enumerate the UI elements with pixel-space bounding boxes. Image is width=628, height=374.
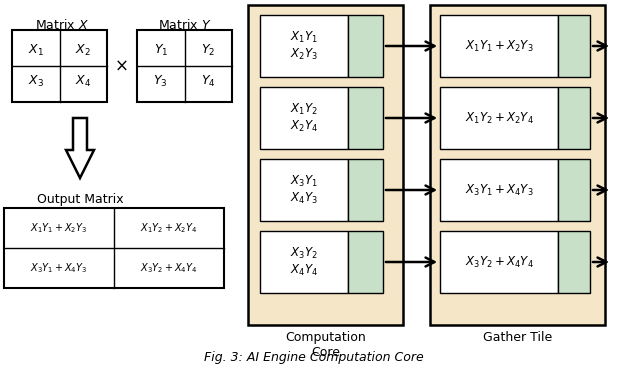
Text: $Y_4$: $Y_4$ [201,74,215,89]
Text: Fig. 3: AI Engine Computation Core: Fig. 3: AI Engine Computation Core [204,350,424,364]
Text: $X_1Y_2 + X_2Y_4$: $X_1Y_2 + X_2Y_4$ [140,221,198,235]
Text: $X_3Y_1 + X_4Y_3$: $X_3Y_1 + X_4Y_3$ [465,183,533,197]
Bar [260,231,348,293]
Text: $X_3Y_2$
$X_4Y_4$: $X_3Y_2$ $X_4Y_4$ [290,246,318,278]
Text: $X_3Y_1 + X_4Y_3$: $X_3Y_1 + X_4Y_3$ [30,261,88,275]
Bar [558,87,590,149]
Bar [348,159,383,221]
Text: $Y_3$: $Y_3$ [153,74,168,89]
Bar [440,87,558,149]
Bar [440,159,558,221]
Polygon shape [66,118,94,178]
Bar [440,15,558,77]
Text: Output Matrix: Output Matrix [36,193,123,206]
Bar [440,231,558,293]
Bar [12,30,107,102]
Text: $X_1Y_1 + X_2Y_3$: $X_1Y_1 + X_2Y_3$ [30,221,88,235]
Bar [4,208,224,288]
Text: Matrix $Y$: Matrix $Y$ [158,18,212,32]
Text: Computation
Core: Computation Core [285,331,366,359]
Text: $X_4$: $X_4$ [75,74,91,89]
Bar [348,231,383,293]
Bar [348,15,383,77]
Text: $Y_2$: $Y_2$ [201,43,215,58]
Bar [248,5,403,325]
Text: $X_3Y_2 + X_4Y_4$: $X_3Y_2 + X_4Y_4$ [465,254,533,270]
Text: $X_2$: $X_2$ [75,43,91,58]
Bar [260,15,348,77]
Text: $X_3$: $X_3$ [28,74,44,89]
Bar [558,159,590,221]
Bar [430,5,605,325]
Text: $X_3Y_2 + X_4Y_4$: $X_3Y_2 + X_4Y_4$ [140,261,198,275]
Bar [260,87,348,149]
Text: $X_1Y_2 + X_2Y_4$: $X_1Y_2 + X_2Y_4$ [465,110,533,126]
Text: Gather Tile: Gather Tile [483,331,552,344]
Bar [260,159,348,221]
Text: $X_1$: $X_1$ [28,43,44,58]
Bar [558,231,590,293]
Text: $Y_1$: $Y_1$ [154,43,168,58]
Bar [558,15,590,77]
Bar [137,30,232,102]
Text: $X_3Y_1$
$X_4Y_3$: $X_3Y_1$ $X_4Y_3$ [290,174,318,206]
Bar [348,87,383,149]
Text: $X_1Y_2$
$X_2Y_4$: $X_1Y_2$ $X_2Y_4$ [290,102,318,134]
Text: $X_1Y_1 + X_2Y_3$: $X_1Y_1 + X_2Y_3$ [465,39,533,53]
Text: $X_1Y_1$
$X_2Y_3$: $X_1Y_1$ $X_2Y_3$ [290,30,318,62]
Text: $\times$: $\times$ [114,57,128,75]
Text: Matrix $X$: Matrix $X$ [35,18,89,32]
